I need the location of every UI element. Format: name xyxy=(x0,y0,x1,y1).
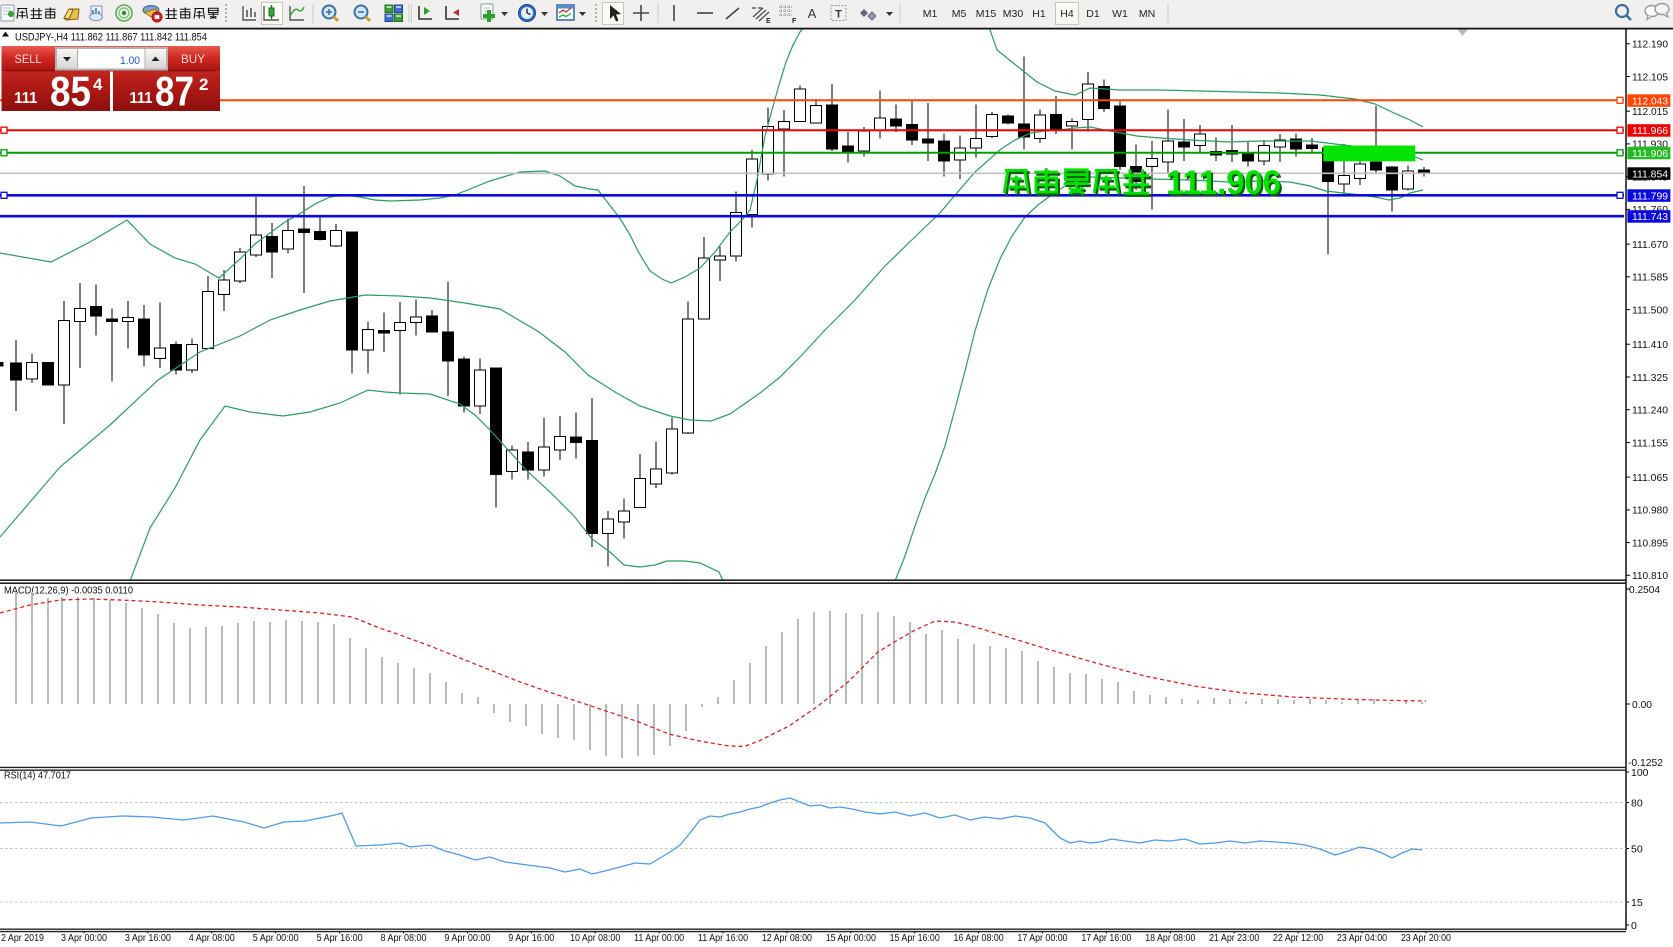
svg-text:111: 111 xyxy=(130,90,153,107)
svg-text:4: 4 xyxy=(93,75,103,94)
svg-text:2 Apr 2019: 2 Apr 2019 xyxy=(1,933,44,944)
svg-text:111.670: 111.670 xyxy=(1632,239,1668,251)
svg-text:15: 15 xyxy=(1631,897,1643,909)
svg-text:112.105: 112.105 xyxy=(1632,71,1668,83)
svg-text:110.895: 110.895 xyxy=(1632,537,1668,549)
svg-text:111.799: 111.799 xyxy=(1632,190,1668,202)
svg-text:110.810: 110.810 xyxy=(1632,570,1668,582)
svg-text:111.500: 111.500 xyxy=(1632,304,1668,316)
svg-text:111.585: 111.585 xyxy=(1632,272,1668,284)
svg-text:111.240: 111.240 xyxy=(1632,405,1668,417)
svg-text:9 Apr 16:00: 9 Apr 16:00 xyxy=(508,933,554,944)
svg-text:111.854: 111.854 xyxy=(1632,168,1668,180)
svg-text:1.00: 1.00 xyxy=(120,55,140,67)
svg-text:H1: H1 xyxy=(1032,8,1046,20)
svg-text:0.00: 0.00 xyxy=(1632,699,1652,711)
svg-text:M1: M1 xyxy=(923,8,938,20)
svg-text:M5: M5 xyxy=(952,8,967,20)
svg-text:17 Apr 16:00: 17 Apr 16:00 xyxy=(1081,933,1132,944)
svg-text:111.325: 111.325 xyxy=(1632,372,1668,384)
svg-text:F: F xyxy=(792,18,797,25)
svg-text:15 Apr 00:00: 15 Apr 00:00 xyxy=(826,933,877,944)
svg-text:SELL: SELL xyxy=(15,52,42,66)
svg-text:W1: W1 xyxy=(1112,8,1128,20)
svg-text:18 Apr 08:00: 18 Apr 08:00 xyxy=(1145,933,1196,944)
svg-text:111.155: 111.155 xyxy=(1632,437,1668,449)
svg-text:111.410: 111.410 xyxy=(1632,339,1668,351)
svg-text:112.043: 112.043 xyxy=(1632,95,1668,107)
svg-text:85: 85 xyxy=(50,68,91,115)
svg-text:M30: M30 xyxy=(1003,8,1024,20)
svg-text:112.190: 112.190 xyxy=(1632,39,1668,51)
svg-text:23 Apr 20:00: 23 Apr 20:00 xyxy=(1401,933,1452,944)
svg-text:0: 0 xyxy=(1631,920,1637,932)
svg-text:11 Apr 16:00: 11 Apr 16:00 xyxy=(698,933,749,944)
svg-text:11 Apr 00:00: 11 Apr 00:00 xyxy=(634,933,685,944)
svg-text:15 Apr 16:00: 15 Apr 16:00 xyxy=(890,933,941,944)
svg-text:M15: M15 xyxy=(976,8,997,20)
svg-text:H4: H4 xyxy=(1060,8,1074,20)
svg-text:17 Apr 00:00: 17 Apr 00:00 xyxy=(1017,933,1068,944)
svg-text:2: 2 xyxy=(199,75,208,94)
svg-text:3 Apr 16:00: 3 Apr 16:00 xyxy=(125,933,171,944)
svg-text:MACD(12,26,9) -0.0035 0.0110: MACD(12,26,9) -0.0035 0.0110 xyxy=(4,585,133,597)
svg-text:50: 50 xyxy=(1631,843,1643,855)
svg-text:10 Apr 08:00: 10 Apr 08:00 xyxy=(570,933,621,944)
svg-text:MN: MN xyxy=(1139,8,1155,20)
svg-text:5 Apr 16:00: 5 Apr 16:00 xyxy=(317,933,363,944)
svg-text:-0.1252: -0.1252 xyxy=(1628,757,1663,769)
svg-text:111.966: 111.966 xyxy=(1632,125,1668,137)
svg-text:111.906: 111.906 xyxy=(1166,164,1281,202)
svg-text:110.980: 110.980 xyxy=(1632,505,1668,517)
svg-text:BUY: BUY xyxy=(181,52,205,66)
svg-text:111.065: 111.065 xyxy=(1632,472,1668,484)
svg-text:T: T xyxy=(835,9,842,21)
svg-text:USDJPY-,H4 111.862 111.867 11: USDJPY-,H4 111.862 111.867 111.842 111.8… xyxy=(15,32,207,44)
svg-text:4 Apr 08:00: 4 Apr 08:00 xyxy=(189,933,235,944)
svg-text:5 Apr 00:00: 5 Apr 00:00 xyxy=(253,933,299,944)
svg-text:8 Apr 08:00: 8 Apr 08:00 xyxy=(381,933,427,944)
svg-text:D1: D1 xyxy=(1086,8,1100,20)
svg-text:0.2504: 0.2504 xyxy=(1629,584,1660,596)
svg-text:E: E xyxy=(766,18,771,25)
svg-text:111.906: 111.906 xyxy=(1168,166,1283,204)
svg-text:21 Apr 23:00: 21 Apr 23:00 xyxy=(1209,933,1260,944)
svg-text:80: 80 xyxy=(1631,797,1643,809)
svg-text:87: 87 xyxy=(155,68,194,115)
svg-text:A: A xyxy=(808,6,817,21)
svg-text:100: 100 xyxy=(1631,767,1649,779)
svg-text:12 Apr 08:00: 12 Apr 08:00 xyxy=(762,933,813,944)
svg-text:111: 111 xyxy=(14,90,37,107)
svg-text:9 Apr 00:00: 9 Apr 00:00 xyxy=(444,933,490,944)
svg-text:111.906: 111.906 xyxy=(1632,148,1668,160)
svg-text:RSI(14) 47.7017: RSI(14) 47.7017 xyxy=(4,770,71,782)
svg-text:112.015: 112.015 xyxy=(1632,106,1668,118)
svg-text:111.743: 111.743 xyxy=(1632,211,1668,223)
svg-text:23 Apr 04:00: 23 Apr 04:00 xyxy=(1337,933,1388,944)
svg-text:22 Apr 12:00: 22 Apr 12:00 xyxy=(1273,933,1324,944)
svg-text:16 Apr 08:00: 16 Apr 08:00 xyxy=(954,933,1005,944)
svg-text:3 Apr 00:00: 3 Apr 00:00 xyxy=(61,933,107,944)
